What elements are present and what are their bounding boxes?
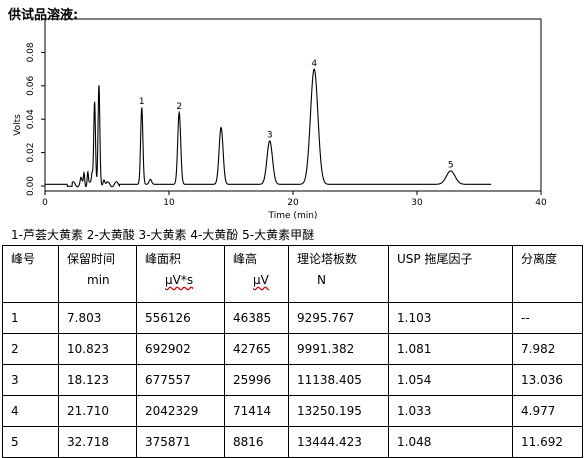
header-title: 峰高 [233,252,258,266]
y-tick-label: 0.04 [26,109,36,129]
results-table-body: 峰号 保留时间 min 峰面积 μV*s 峰高 μV 理论塔板数 N USP 拖尾因子 分离度 1 7.… [2,245,583,458]
table-cell: 10.823 [58,333,137,365]
document-page: 供试品溶液: 0 10 20 30 40 0.00 0.02 0.04 0.06 0.08 Time… [2,8,583,458]
table-cell: 1.103 [388,302,513,334]
table-cell: 4 [2,395,59,427]
x-axis-label: Time (min) [268,211,318,221]
header-title: 分离度 [521,252,558,266]
chart-peak-labels: 1 2 3 4 5 [139,59,454,171]
table-header-cell: 峰面积 μV*s [136,245,225,303]
table-cell: 13250.195 [288,395,389,427]
table-cell: 375871 [136,426,225,458]
peak-label: 2 [176,102,182,112]
results-table: 峰号 保留时间 min 峰面积 μV*s 峰高 μV 理论塔板数 N USP 拖尾因子 分离度 1 7.… [2,245,583,458]
table-cell: 1 [2,302,59,334]
table-cell: 2 [2,333,59,365]
peak-label: 5 [448,161,454,171]
table-header-cell: 峰号 [2,245,59,303]
table-cell: 1.048 [388,426,513,458]
table-header-cell: 保留时间 min [58,245,137,303]
table-header-cell: 理论塔板数 N [288,245,389,303]
table-cell: 11138.405 [288,364,389,396]
table-cell: 1.033 [388,395,513,427]
header-title: USP 拖尾因子 [397,252,473,266]
table-cell: 7.803 [58,302,137,334]
x-tick-label: 30 [411,198,423,208]
table-cell: 8816 [224,426,289,458]
chromatogram-chart: 0 10 20 30 40 0.00 0.02 0.04 0.06 0.08 Time (min) V… [13,18,547,221]
table-cell: 9991.382 [288,333,389,365]
header-unit: μV [253,273,269,287]
table-cell: 32.718 [58,426,137,458]
chromatogram-trace [45,68,492,188]
table-header-cell: 峰高 μV [224,245,289,303]
table-cell: 13444.423 [288,426,389,458]
table-cell: 7.982 [512,333,583,365]
peak-label: 3 [267,131,273,141]
x-tick-label: 0 [42,198,48,208]
table-cell: 677557 [136,364,225,396]
table-cell: 21.710 [58,395,137,427]
header-title: 峰面积 [145,252,182,266]
y-tick-label: 0.06 [26,76,36,96]
table-row: 4 21.710 2042329 71414 13250.195 1.033 4.977 [2,395,583,427]
table-cell: 42765 [224,333,289,365]
x-tick-label: 40 [535,198,547,208]
peak-legend: 1-芦荟大黄素 2-大黄酸 3-大黄素 4-大黄酚 5-大黄素甲醚 [11,228,315,242]
y-tick-label: 0.08 [26,42,36,62]
table-cell: 3 [2,364,59,396]
chart-series [45,68,492,188]
table-cell: 692902 [136,333,225,365]
plot-frame [44,18,542,192]
table-header-row: 峰号 保留时间 min 峰面积 μV*s 峰高 μV 理论塔板数 N USP 拖尾因子 分离度 [2,245,583,303]
table-row: 2 10.823 692902 42765 9991.382 1.081 7.982 [2,333,583,365]
header-title: 峰号 [11,252,36,266]
y-axis-label: Volts [13,114,23,136]
table-header-cell: 分离度 [512,245,583,303]
table-cell: 13.036 [512,364,583,396]
table-cell: 18.123 [58,364,137,396]
header-title: 理论塔板数 [297,252,358,266]
peak-label: 1 [139,97,145,107]
table-cell: 1.054 [388,364,513,396]
table-cell: -- [512,302,583,334]
y-tick-label: 0.00 [26,176,36,196]
header-unit: N [317,273,326,287]
table-cell: 11.692 [512,426,583,458]
table-cell: 2042329 [136,395,225,427]
table-cell: 25996 [224,364,289,396]
x-tick-label: 10 [163,198,175,208]
header-unit: min [87,273,110,287]
table-row: 3 18.123 677557 25996 11138.405 1.054 13.036 [2,364,583,396]
header-title: 保留时间 [67,252,116,266]
peak-label: 4 [311,59,317,69]
table-row: 5 32.718 375871 8816 13444.423 1.048 11.692 [2,426,583,458]
table-cell: 556126 [136,302,225,334]
header-unit: μV*s [165,273,194,287]
table-cell: 1.081 [388,333,513,365]
x-tick-label: 20 [287,198,299,208]
y-tick-label: 0.02 [26,143,36,163]
table-row: 1 7.803 556126 46385 9295.767 1.103 -- [2,302,583,334]
table-header-cell: USP 拖尾因子 [388,245,513,303]
chart-axes: 0 10 20 30 40 0.00 0.02 0.04 0.06 0.08 Time (min) V… [13,18,547,221]
table-cell: 9295.767 [288,302,389,334]
table-cell: 5 [2,426,59,458]
table-cell: 71414 [224,395,289,427]
table-cell: 4.977 [512,395,583,427]
table-cell: 46385 [224,302,289,334]
